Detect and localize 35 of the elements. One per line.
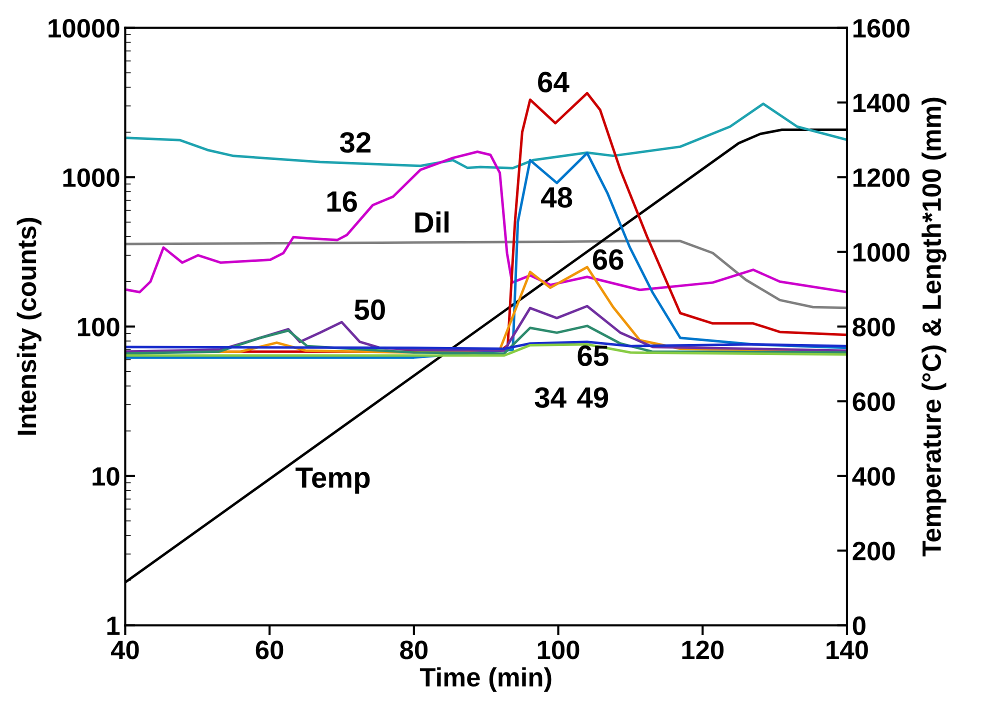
series-label: 50 — [354, 299, 385, 320]
series-label: 64 — [538, 72, 570, 92]
series-label: Dil — [415, 211, 449, 233]
x-tick-label: 100 — [538, 640, 580, 660]
y-tick-label: 10000 — [48, 18, 120, 38]
x-tick-label: 140 — [826, 640, 868, 660]
series-label: 34 — [534, 387, 566, 408]
series-label: Temp — [296, 468, 370, 494]
series-label: 32 — [340, 132, 371, 153]
x-tick-label: 60 — [256, 640, 284, 660]
x-axis-title: Time (min) — [420, 667, 552, 692]
y2-tick-label: 600 — [852, 392, 895, 412]
x-tick-label: 40 — [110, 640, 139, 660]
y2-tick-label: 0 — [852, 616, 866, 636]
y2-tick-label: 1000 — [853, 243, 910, 262]
y2-axis-title: Temperature (°C) & Length*100 (mm) — [922, 98, 946, 556]
y-tick-label: 10 — [92, 467, 120, 486]
series-label: 66 — [592, 249, 624, 270]
y-tick-label: 1000 — [63, 168, 120, 187]
y2-tick-label: 1600 — [853, 18, 910, 38]
y2-tick-label: 200 — [852, 542, 895, 560]
y2-tick-label: 1200 — [853, 168, 910, 187]
y2-tick-label: 800 — [852, 318, 895, 336]
y-tick-label: 1 — [107, 616, 120, 635]
series-label: 16 — [327, 191, 357, 212]
x-tick-label: 80 — [400, 640, 428, 660]
series-label: 65 — [578, 345, 608, 366]
line-series — [126, 102, 847, 170]
y-tick-label: 100 — [78, 318, 120, 336]
y2-tick-label: 400 — [852, 467, 895, 486]
y-axis-title: Intensity (counts) — [16, 218, 42, 435]
x-tick-label: 120 — [682, 640, 724, 660]
series-label: 49 — [577, 387, 608, 408]
series-label: 48 — [541, 187, 572, 208]
y2-tick-label: 1400 — [853, 94, 910, 112]
